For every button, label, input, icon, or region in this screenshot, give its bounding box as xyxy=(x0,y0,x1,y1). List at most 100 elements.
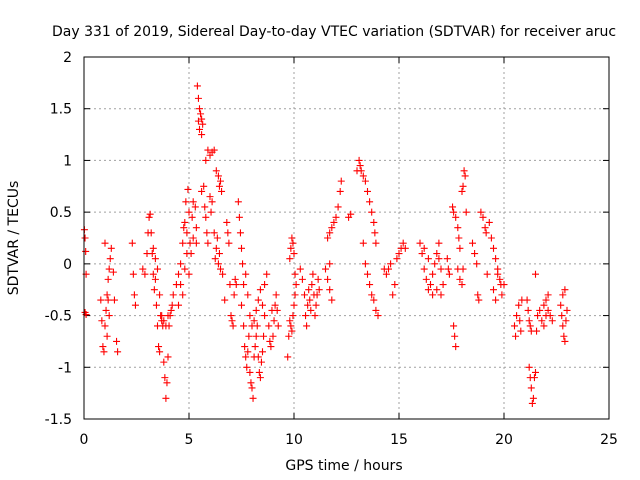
data-point xyxy=(311,312,319,320)
data-point xyxy=(110,296,118,304)
data-point xyxy=(496,275,504,283)
data-point xyxy=(252,332,260,340)
data-point xyxy=(185,208,193,216)
data-point xyxy=(228,317,236,325)
data-point xyxy=(270,317,278,325)
data-point xyxy=(347,210,355,218)
data-point xyxy=(460,167,468,175)
data-point xyxy=(254,296,262,304)
data-point xyxy=(356,162,364,170)
data-point xyxy=(324,275,332,283)
x-axis-label: GPS time / hours xyxy=(285,458,402,474)
data-point xyxy=(361,260,369,268)
data-point xyxy=(427,281,434,289)
data-point xyxy=(256,286,264,294)
x-tick-label: 5 xyxy=(185,432,194,448)
data-point xyxy=(193,82,201,90)
data-point xyxy=(286,255,294,263)
data-point xyxy=(131,301,139,309)
data-point xyxy=(155,343,163,351)
data-point xyxy=(328,296,336,304)
data-point xyxy=(303,322,311,330)
data-point xyxy=(445,270,453,278)
data-point xyxy=(538,317,546,325)
data-point xyxy=(332,213,340,221)
y-tick-label: -1 xyxy=(58,360,72,376)
data-point xyxy=(239,260,247,268)
data-point xyxy=(477,208,485,216)
chart-title: Day 331 of 2019, Sidereal Day-to-day VTE… xyxy=(52,24,616,40)
data-point xyxy=(261,312,269,320)
data-point xyxy=(511,322,518,330)
data-point xyxy=(265,322,273,330)
data-point xyxy=(479,213,487,221)
data-point xyxy=(272,291,280,299)
data-point xyxy=(399,239,407,247)
data-point xyxy=(450,322,458,330)
data-point xyxy=(249,394,257,402)
data-point xyxy=(517,327,525,335)
x-tick-label: 0 xyxy=(80,432,89,448)
data-point xyxy=(334,203,342,211)
data-point xyxy=(175,270,182,278)
data-point xyxy=(199,120,207,128)
data-point xyxy=(324,234,332,242)
data-point xyxy=(439,281,447,289)
data-point xyxy=(227,312,235,320)
data-point xyxy=(149,270,157,278)
data-point xyxy=(104,296,112,304)
data-point xyxy=(449,203,457,211)
data-point xyxy=(548,317,556,325)
data-point xyxy=(304,301,312,309)
data-point xyxy=(515,301,523,309)
data-point xyxy=(513,312,521,320)
data-point xyxy=(357,167,365,175)
data-point xyxy=(286,317,294,325)
data-point xyxy=(512,332,520,340)
data-point xyxy=(429,291,437,299)
data-point xyxy=(435,255,443,263)
data-point xyxy=(458,281,466,289)
y-tick-label: 1.5 xyxy=(50,102,72,118)
data-point xyxy=(146,210,154,218)
data-point xyxy=(528,399,536,407)
tick-labels: 0 5 10 15 20 25 -1.5 -1 -0.5 0 0.5 1 1.5 2 xyxy=(45,50,618,448)
data-point xyxy=(326,229,334,237)
data-point xyxy=(437,291,445,299)
data-point xyxy=(182,198,190,206)
data-point xyxy=(256,374,264,382)
data-point xyxy=(225,239,233,247)
data-point xyxy=(416,239,424,247)
data-point xyxy=(245,332,253,340)
data-point xyxy=(128,239,136,247)
data-point xyxy=(162,322,170,330)
data-point xyxy=(100,348,108,356)
data-point xyxy=(435,239,443,247)
data-point xyxy=(196,105,203,113)
data-point xyxy=(490,286,497,294)
data-point xyxy=(526,322,534,330)
data-point xyxy=(529,394,537,402)
data-point xyxy=(368,208,376,216)
data-point xyxy=(291,270,299,278)
data-point xyxy=(500,281,508,289)
data-point xyxy=(106,255,114,263)
data-point xyxy=(372,239,380,247)
data-point xyxy=(164,353,172,361)
data-point xyxy=(532,368,539,376)
x-tick-label: 15 xyxy=(390,432,408,448)
data-point xyxy=(355,156,363,164)
data-point xyxy=(183,250,191,258)
data-point xyxy=(243,363,251,371)
data-point xyxy=(242,353,250,361)
data-point xyxy=(212,167,220,175)
data-point xyxy=(102,306,110,314)
data-point xyxy=(450,208,458,216)
data-point xyxy=(232,281,240,289)
data-point xyxy=(302,312,310,320)
data-point xyxy=(217,265,224,273)
data-point xyxy=(231,275,239,283)
data-point xyxy=(189,198,197,206)
data-point xyxy=(191,203,199,211)
data-point xyxy=(185,270,193,278)
